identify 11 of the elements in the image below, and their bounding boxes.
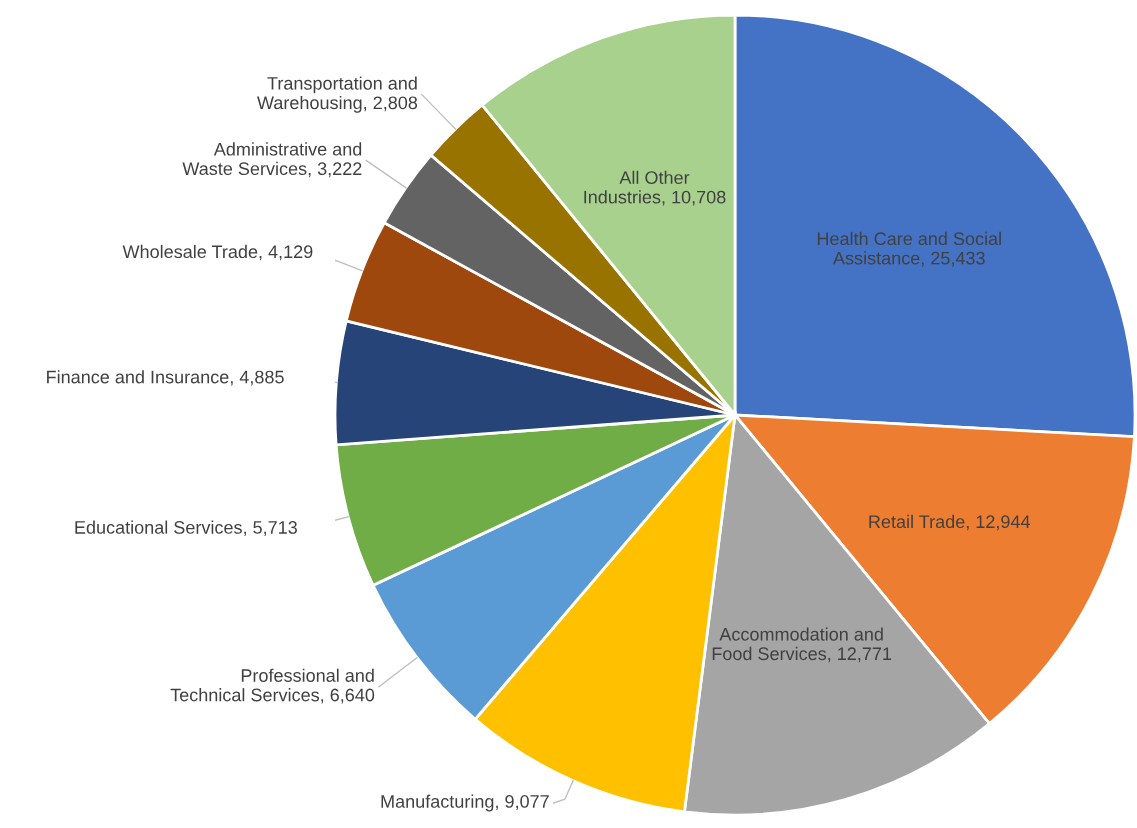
slice-label: Administrative and Waste Services, 3,222 (182, 142, 362, 178)
slice-label: Accommodation and Food Services, 12,771 (712, 627, 892, 663)
slice-label: Finance and Insurance, 4,885 (47, 370, 284, 386)
slice-label: Wholesale Trade, 4,129 (122, 244, 313, 261)
slice-label: Manufacturing, 9,077 (381, 794, 549, 812)
slice-label: All Other Industries, 10,708 (584, 170, 726, 206)
slice-label: Health Care and Social Assistance, 25,433 (817, 231, 1001, 267)
slice-label: Educational Services, 5,713 (75, 520, 297, 536)
slice-label: Professional and Technical Services, 6,640 (170, 668, 375, 704)
slice-label: Retail Trade, 12,944 (869, 514, 1030, 531)
slice-label: Transportation and Warehousing, 2,808 (257, 76, 418, 113)
